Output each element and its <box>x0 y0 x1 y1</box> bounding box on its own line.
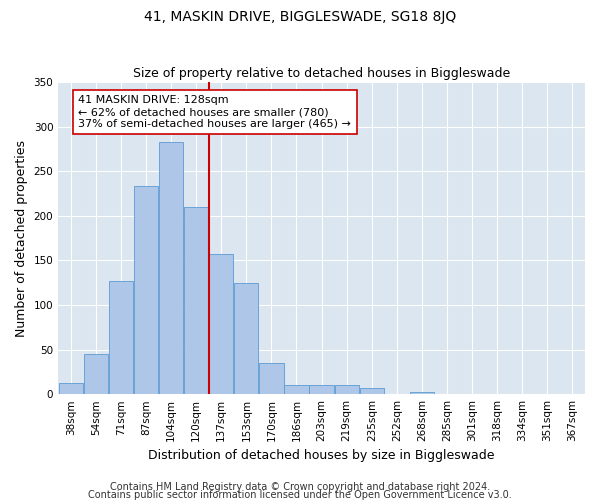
X-axis label: Distribution of detached houses by size in Biggleswade: Distribution of detached houses by size … <box>148 450 495 462</box>
Bar <box>335 386 359 394</box>
Text: 41 MASKIN DRIVE: 128sqm
← 62% of detached houses are smaller (780)
37% of semi-d: 41 MASKIN DRIVE: 128sqm ← 62% of detache… <box>78 96 351 128</box>
Bar <box>259 363 284 394</box>
Bar <box>359 388 384 394</box>
Bar <box>410 392 434 394</box>
Bar <box>234 282 259 394</box>
Y-axis label: Number of detached properties: Number of detached properties <box>15 140 28 336</box>
Title: Size of property relative to detached houses in Biggleswade: Size of property relative to detached ho… <box>133 66 510 80</box>
Bar <box>209 254 233 394</box>
Bar <box>59 384 83 394</box>
Bar <box>284 386 308 394</box>
Bar <box>184 207 208 394</box>
Bar <box>159 142 183 394</box>
Text: Contains public sector information licensed under the Open Government Licence v3: Contains public sector information licen… <box>88 490 512 500</box>
Bar <box>109 281 133 394</box>
Bar <box>310 386 334 394</box>
Text: 41, MASKIN DRIVE, BIGGLESWADE, SG18 8JQ: 41, MASKIN DRIVE, BIGGLESWADE, SG18 8JQ <box>144 10 456 24</box>
Bar <box>134 186 158 394</box>
Bar <box>83 354 108 394</box>
Text: Contains HM Land Registry data © Crown copyright and database right 2024.: Contains HM Land Registry data © Crown c… <box>110 482 490 492</box>
